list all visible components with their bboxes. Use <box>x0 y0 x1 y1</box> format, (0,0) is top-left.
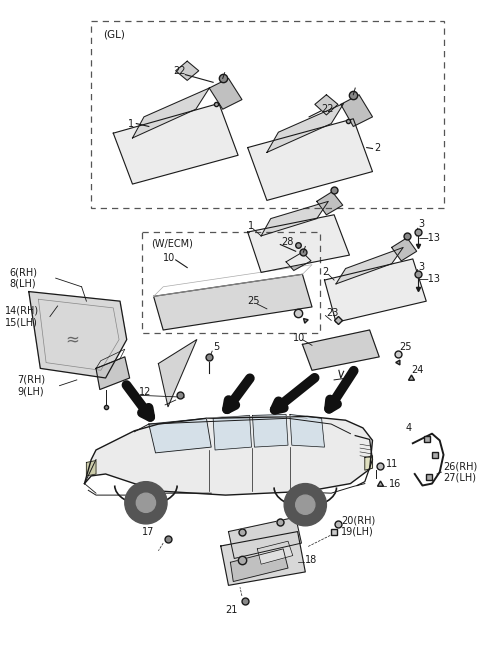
Text: 23: 23 <box>326 308 339 318</box>
Polygon shape <box>228 517 301 558</box>
Polygon shape <box>209 78 242 109</box>
Text: 28: 28 <box>281 237 294 246</box>
Text: 24: 24 <box>411 365 423 376</box>
Polygon shape <box>315 95 338 115</box>
Polygon shape <box>158 339 197 407</box>
Polygon shape <box>290 415 324 447</box>
Text: ≈: ≈ <box>65 331 79 349</box>
Circle shape <box>296 495 315 514</box>
Text: 6(RH): 6(RH) <box>10 268 37 277</box>
Polygon shape <box>154 274 312 330</box>
Text: 25: 25 <box>248 296 260 306</box>
Bar <box>91 21 444 208</box>
Text: 7(RH): 7(RH) <box>17 375 46 385</box>
Polygon shape <box>267 103 344 152</box>
Text: 11: 11 <box>386 459 398 469</box>
Polygon shape <box>84 416 372 495</box>
Polygon shape <box>132 88 209 138</box>
Text: 26(RH): 26(RH) <box>444 461 478 471</box>
Polygon shape <box>324 259 426 322</box>
Polygon shape <box>365 456 372 470</box>
Text: 2: 2 <box>374 142 381 153</box>
Text: (W/ECM): (W/ECM) <box>151 239 192 248</box>
Text: 22: 22 <box>322 104 334 114</box>
Polygon shape <box>261 202 328 236</box>
Polygon shape <box>252 415 288 447</box>
Polygon shape <box>286 252 311 270</box>
Polygon shape <box>257 541 293 564</box>
Circle shape <box>136 493 156 513</box>
Circle shape <box>125 482 167 524</box>
Polygon shape <box>96 357 130 389</box>
Text: 16: 16 <box>389 478 401 488</box>
Text: 8(LH): 8(LH) <box>10 279 36 289</box>
Text: 1: 1 <box>248 221 254 231</box>
Text: —13: —13 <box>419 274 441 284</box>
Polygon shape <box>341 95 372 127</box>
Text: 25: 25 <box>399 342 412 353</box>
Polygon shape <box>248 215 349 272</box>
Text: 5: 5 <box>213 342 219 353</box>
Text: 19(LH): 19(LH) <box>341 527 373 536</box>
Bar <box>142 232 320 333</box>
Text: 15(LH): 15(LH) <box>5 317 37 328</box>
Text: 27(LH): 27(LH) <box>444 473 477 483</box>
Text: 3: 3 <box>419 262 425 272</box>
Text: 9(LH): 9(LH) <box>17 386 44 397</box>
Polygon shape <box>86 461 96 476</box>
Circle shape <box>284 484 326 526</box>
Polygon shape <box>149 418 211 453</box>
Text: 22: 22 <box>173 66 185 76</box>
Polygon shape <box>213 415 252 450</box>
Text: —13: —13 <box>419 233 441 243</box>
Text: 10: 10 <box>293 333 305 343</box>
Polygon shape <box>317 192 343 215</box>
Polygon shape <box>230 549 288 581</box>
Polygon shape <box>113 103 238 184</box>
Text: 1: 1 <box>128 119 134 129</box>
Text: 2: 2 <box>323 268 329 277</box>
Text: 10: 10 <box>163 253 176 263</box>
Text: 14(RH): 14(RH) <box>5 306 39 316</box>
Polygon shape <box>221 532 305 585</box>
Polygon shape <box>248 119 372 200</box>
Polygon shape <box>29 291 127 378</box>
Text: 3: 3 <box>419 219 425 229</box>
Text: 4: 4 <box>405 423 411 433</box>
Polygon shape <box>176 61 199 80</box>
Text: 21: 21 <box>226 606 238 616</box>
Text: 17: 17 <box>142 527 155 536</box>
Text: 20(RH): 20(RH) <box>341 515 375 525</box>
Text: 12: 12 <box>139 387 152 397</box>
Text: (GL): (GL) <box>103 29 125 40</box>
Polygon shape <box>336 247 403 284</box>
Polygon shape <box>302 330 379 370</box>
Polygon shape <box>392 238 417 261</box>
Text: 18: 18 <box>305 556 318 565</box>
